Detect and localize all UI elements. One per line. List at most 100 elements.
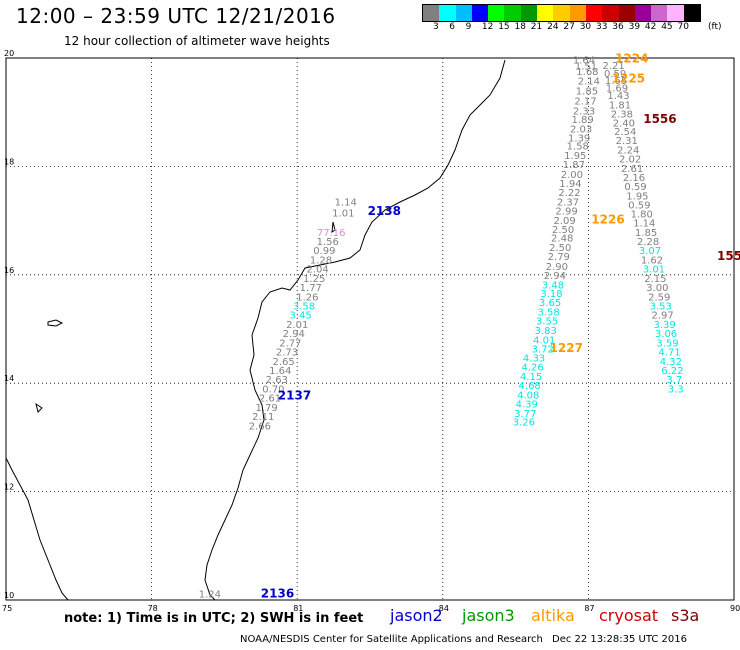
wave-height-value: 2.03 — [570, 124, 592, 135]
wave-height-value: 2.65 — [272, 357, 294, 368]
page-subtitle: 12 hour collection of altimeter wave hei… — [64, 34, 330, 48]
colorbar-label: 30 — [579, 22, 592, 32]
wave-height-value: 1.95 — [626, 191, 648, 202]
wave-height-value: 1.85 — [576, 86, 598, 97]
colorbar-swatch — [667, 5, 684, 21]
wave-height-value: 2.24 — [617, 145, 639, 156]
legend-item-cryosat: cryosat — [599, 606, 659, 625]
colorbar-label: 9 — [465, 22, 472, 32]
colorbar-swatch — [504, 5, 521, 21]
note-text: note: 1) Time is in UTC; 2) SWH is in fe… — [64, 611, 364, 626]
wave-height-value: 3.18 — [540, 289, 562, 300]
wave-height-value: 3.77 — [514, 409, 536, 420]
wave-height-value: 1.95 — [564, 151, 586, 162]
wave-height-value: 6.22 — [661, 366, 683, 377]
colorbar-swatch — [423, 5, 440, 21]
wave-height-value: 2.66 — [249, 421, 271, 432]
wave-height-value: 3.3 — [668, 384, 684, 395]
colorbar-label: 27 — [563, 22, 575, 32]
wave-height-value: 3.58 — [293, 301, 315, 312]
colorbar-label: 42 — [644, 22, 657, 32]
lon-tick-label: 84 — [439, 604, 449, 613]
wave-height-value: 0.99 — [313, 246, 335, 257]
colorbar — [422, 4, 702, 22]
colorbar-label: 18 — [514, 22, 526, 32]
wave-height-value: 4.01 — [533, 336, 555, 347]
wave-height-value: 1.87 — [563, 160, 585, 171]
wave-height-value: 4.15 — [520, 372, 542, 383]
wave-height-value: 2.38 — [611, 110, 633, 121]
wave-height-value: 2.09 — [553, 216, 575, 227]
wave-height-value: 4.08 — [517, 390, 539, 401]
lat-tick-label: 12 — [4, 483, 14, 492]
wave-height-value: 2.94 — [283, 329, 305, 340]
wave-height-value: 2.28 — [637, 237, 659, 248]
footer-credit: NOAA/NESDIS Center for Satellite Applica… — [240, 634, 543, 645]
wave-height-value: 2.15 — [644, 274, 666, 285]
wave-height-value: 2.50 — [549, 243, 571, 254]
wave-height-value: 3.45 — [289, 311, 311, 322]
wave-height-value: 4.39 — [516, 400, 538, 411]
wave-height-value: 2.16 — [623, 173, 645, 184]
island-outline — [35, 402, 43, 413]
colorbar-label: 24 — [547, 22, 559, 32]
wave-height-value: 3.48 — [542, 280, 564, 291]
wave-height-value: 4.26 — [521, 363, 543, 374]
colorbar-label: 3 — [433, 22, 439, 32]
wave-height-value: 3.39 — [653, 320, 675, 331]
colorbar-swatch — [634, 5, 652, 21]
wave-height-value: 77.16 — [317, 228, 346, 239]
wave-height-value: 1.51 — [575, 61, 597, 72]
colorbar-swatch — [618, 5, 635, 21]
wave-height-value: 2.31 — [616, 136, 638, 147]
colorbar-swatch — [520, 5, 538, 21]
wave-height-value: 1.94 — [559, 179, 581, 190]
colorbar-swatch — [439, 5, 456, 21]
lat-tick-label: 10 — [4, 591, 14, 600]
wave-height-value: 2.00 — [561, 170, 583, 181]
wave-height-value: 3.59 — [656, 338, 678, 349]
wave-height-value: 3.65 — [539, 298, 561, 309]
wave-height-value: 1.62 — [641, 255, 663, 266]
wave-height-value: 1.01 — [332, 208, 354, 219]
colorbar-unit: (ft) — [708, 22, 722, 32]
wave-height-value: 1.43 — [607, 91, 629, 102]
wave-height-value: 2.79 — [548, 252, 570, 263]
wave-height-value: 2.22 — [558, 188, 580, 199]
wave-height-value: 1.14 — [633, 219, 655, 230]
wave-height-value: 3.06 — [655, 329, 677, 340]
wave-height-value: 1.81 — [609, 100, 631, 111]
island-outline — [331, 221, 336, 234]
track-time-label: 1225 — [612, 71, 645, 85]
wave-height-value: 2.97 — [652, 311, 674, 322]
wave-height-value: 2.04 — [306, 265, 328, 276]
wave-height-value: 1.26 — [296, 292, 318, 303]
wave-height-value: 2.59 — [648, 292, 670, 303]
wave-height-value: 3.01 — [643, 265, 665, 276]
wave-height-value: 3.26 — [513, 417, 535, 428]
wave-height-value: 2.61 — [259, 394, 281, 405]
colorbar-swatch — [553, 5, 570, 21]
wave-height-value: 2.50 — [552, 225, 574, 236]
wave-height-value: 3.58 — [537, 307, 559, 318]
wave-height-value: 3.07 — [639, 246, 661, 257]
footer-timestamp: Dec 22 13:28:35 UTC 2016 — [552, 634, 687, 645]
colorbar-swatch — [569, 5, 586, 21]
lat-tick-label: 20 — [4, 49, 14, 58]
island-outline — [47, 319, 64, 327]
wave-height-value: 1.58 — [567, 142, 589, 153]
track-time-label: 2136 — [261, 586, 294, 600]
wave-height-value: 1.24 — [199, 589, 221, 600]
track-time-label: 1224 — [615, 51, 648, 65]
wave-height-value: 1.39 — [568, 133, 590, 144]
wave-height-value: 1.69 — [606, 84, 628, 95]
wave-height-value: 1.68 — [576, 67, 598, 78]
colorbar-label: 21 — [530, 22, 543, 32]
wave-height-value: 3.72 — [532, 344, 554, 355]
legend-item-s3a: s3a — [671, 606, 700, 625]
wave-height-value: 1.56 — [317, 237, 339, 248]
lon-tick-label: 75 — [2, 604, 12, 613]
wave-height-value: 3.53 — [650, 301, 672, 312]
colorbar-swatch — [585, 5, 603, 21]
